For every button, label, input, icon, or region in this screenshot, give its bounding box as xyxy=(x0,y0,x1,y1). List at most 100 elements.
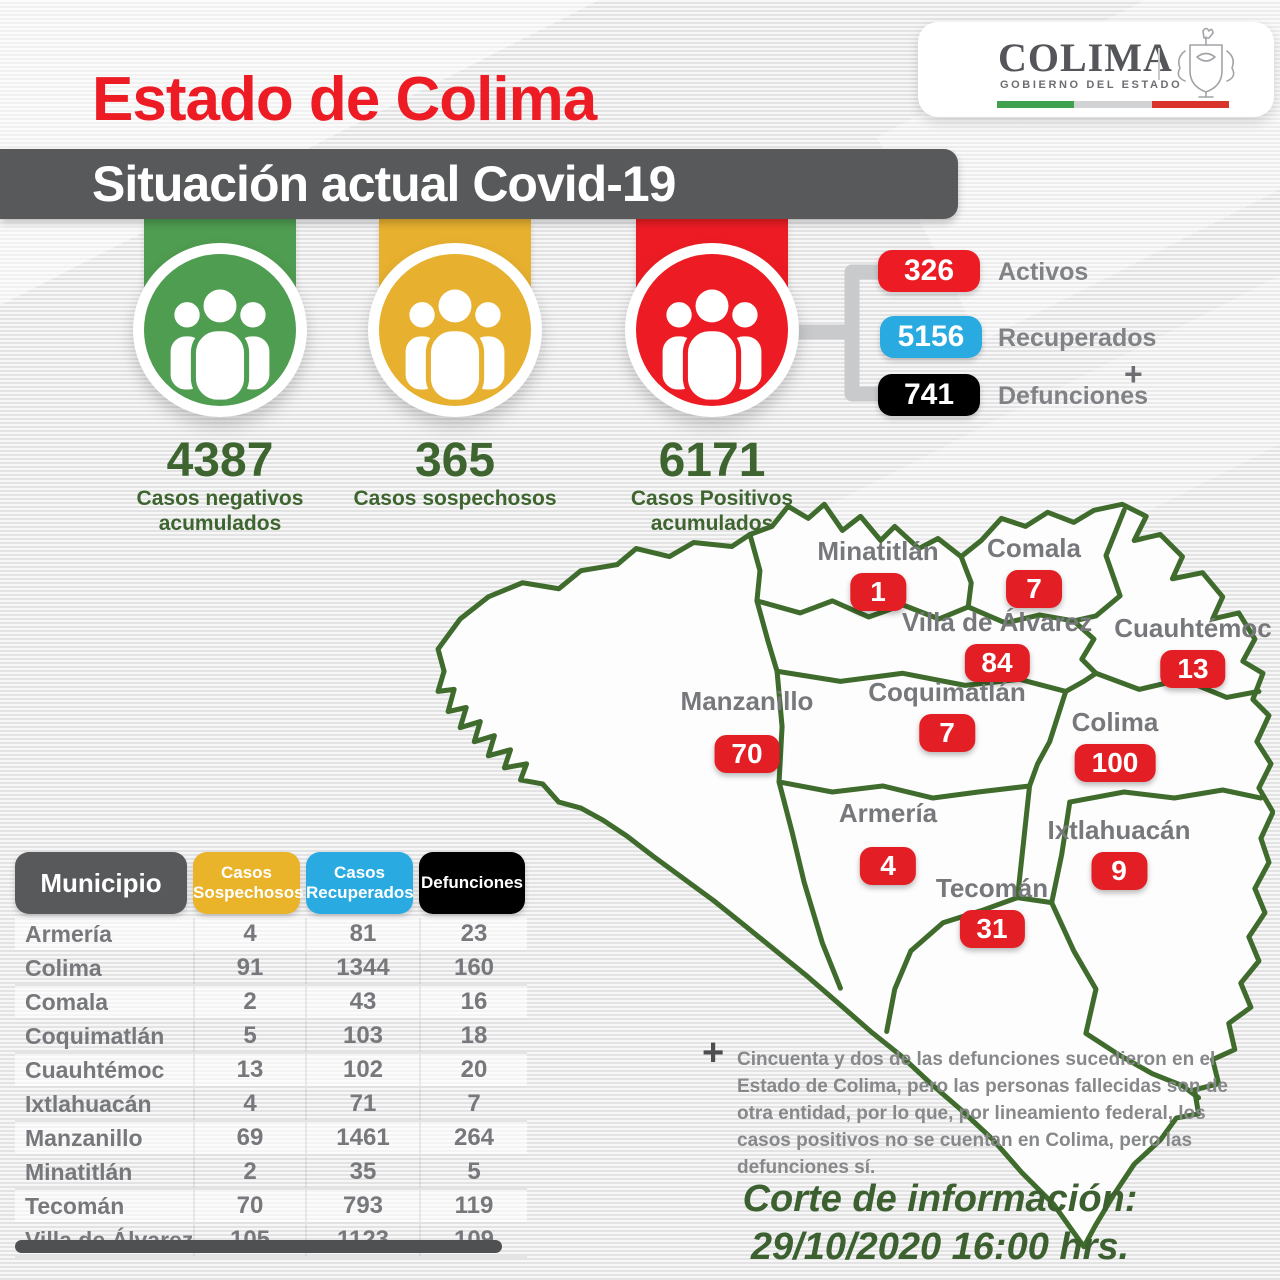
municipality-cases-badge: 7 xyxy=(918,714,975,752)
table-row: Cuauhtémoc 13 102 20 xyxy=(15,1054,527,1088)
row-defunciones: 20 xyxy=(419,1054,527,1086)
row-defunciones: 7 xyxy=(419,1088,527,1120)
row-sospechosos: 13 xyxy=(193,1054,305,1086)
municipality-name: Coquimatlán xyxy=(868,677,1026,707)
sospechosos-label: Casos sospechosos xyxy=(305,486,605,511)
bracket-connector xyxy=(784,258,900,413)
positivos-label-line2: acumulados xyxy=(650,512,774,535)
flag-tricolor-bar xyxy=(997,101,1229,108)
municipality-cases-badge: 7 xyxy=(1005,570,1062,608)
map-label-villa-de-alvarez: Villa de Álvarez 84 xyxy=(902,607,1092,682)
row-sospechosos: 4 xyxy=(193,918,305,950)
table-footer-bar xyxy=(15,1240,502,1253)
row-sospechosos: 70 xyxy=(193,1190,305,1222)
table-header-sospechosos-line2: Sospechosos xyxy=(193,883,304,902)
negativos-label-line1: Casos negativos xyxy=(136,487,304,510)
row-name: Comala xyxy=(25,988,109,1015)
table-row: Coquimatlán 5 103 18 xyxy=(15,1020,527,1054)
table-row: Manzanillo 69 1461 264 xyxy=(15,1122,527,1156)
row-recuperados: 81 xyxy=(305,918,419,950)
municipality-cases-badge: 4 xyxy=(860,847,916,885)
people-icon-negativos xyxy=(133,243,307,417)
municipality-cases-badge: 31 xyxy=(959,910,1025,948)
cutoff-title: Corte de información: xyxy=(742,1178,1138,1220)
municipality-name: Colima xyxy=(1071,707,1159,737)
map-label-coquimatlan: Coquimatlán 7 xyxy=(868,677,1026,752)
defunciones-badge: 741 xyxy=(878,374,980,416)
row-defunciones: 160 xyxy=(419,952,527,984)
municipality-cases-badge: 9 xyxy=(1091,852,1147,890)
table-header-sospechosos-line1: Casos xyxy=(220,863,273,882)
row-defunciones: 23 xyxy=(419,918,527,950)
table-header-recuperados-line1: Casos xyxy=(333,863,386,882)
row-name: Ixtlahuacán xyxy=(25,1090,152,1117)
table-row: Ixtlahuacán 4 71 7 xyxy=(15,1088,527,1122)
sospechosos-label-line1: Casos sospechosos xyxy=(353,487,557,510)
row-name: Minatitlán xyxy=(25,1158,133,1185)
municipality-name: Manzanillo xyxy=(680,686,814,716)
row-recuperados: 1461 xyxy=(305,1122,419,1154)
municipality-cases-badge: 1 xyxy=(850,573,906,611)
row-sospechosos: 5 xyxy=(193,1020,305,1052)
defunciones-label: Defunciones xyxy=(998,382,1149,410)
table-row: Comala 2 43 16 xyxy=(15,986,527,1020)
row-sospechosos: 69 xyxy=(193,1122,305,1154)
row-recuperados: 43 xyxy=(305,986,419,1018)
row-defunciones: 119 xyxy=(419,1190,527,1222)
logo-subtitle: GOBIERNO DEL ESTADO xyxy=(1000,79,1183,91)
row-defunciones: 264 xyxy=(419,1122,527,1154)
municipality-table: Armería 4 81 23 Colima 91 1344 160 Comal… xyxy=(15,918,527,1258)
negativos-label-line2: acumulados xyxy=(158,512,282,535)
coat-of-arms-icon xyxy=(1170,25,1242,106)
row-defunciones: 5 xyxy=(419,1156,527,1188)
map-label-cuauhtemoc: Cuauhtémoc 13 xyxy=(1114,613,1272,688)
row-recuperados: 71 xyxy=(305,1088,419,1120)
map-label-manzanillo: Manzanillo 70 xyxy=(680,686,814,773)
municipality-name: Cuauhtémoc xyxy=(1114,613,1272,643)
row-sospechosos: 91 xyxy=(193,952,305,984)
logo-divider xyxy=(1158,48,1160,80)
positivos-label: Casos Positivos acumulados xyxy=(562,486,862,536)
table-header-recuperados-line2: Recuperados xyxy=(306,883,414,902)
row-recuperados: 103 xyxy=(305,1020,419,1052)
row-name: Colima xyxy=(25,954,102,981)
subtitle-banner: Situación actual Covid-19 xyxy=(0,149,958,219)
row-defunciones: 18 xyxy=(419,1020,527,1052)
row-recuperados: 793 xyxy=(305,1190,419,1222)
footnote-marker: + xyxy=(702,1032,725,1074)
activos-badge: 326 xyxy=(878,250,980,292)
row-name: Tecomán xyxy=(25,1192,125,1219)
row-name: Manzanillo xyxy=(25,1124,143,1151)
row-sospechosos: 2 xyxy=(193,1156,305,1188)
map-label-ixtlahuacan: Ixtlahuacán 9 xyxy=(1047,815,1191,890)
map-label-armeria: Armería 4 xyxy=(839,798,937,885)
positivos-value: 6171 xyxy=(658,434,766,487)
row-recuperados: 102 xyxy=(305,1054,419,1086)
municipality-name: Villa de Álvarez xyxy=(901,607,1093,637)
row-recuperados: 1344 xyxy=(305,952,419,984)
row-sospechosos: 2 xyxy=(193,986,305,1018)
recuperados-badge: 5156 xyxy=(880,316,982,358)
table-header-defunciones: Defunciones xyxy=(419,852,525,914)
row-recuperados: 35 xyxy=(305,1156,419,1188)
table-row: Tecomán 70 793 119 xyxy=(15,1190,527,1224)
table-row: Minatitlán 2 35 5 xyxy=(15,1156,527,1190)
map-label-colima: Colima 100 xyxy=(1071,707,1159,782)
table-row: Armería 4 81 23 xyxy=(15,918,527,952)
table-header-recuperados: Casos Recuperados xyxy=(306,852,414,914)
positivos-label-line1: Casos Positivos xyxy=(630,487,794,510)
row-name: Armería xyxy=(25,920,112,947)
row-defunciones: 16 xyxy=(419,986,527,1018)
negativos-value: 4387 xyxy=(166,434,274,487)
people-icon-positivos xyxy=(625,243,799,417)
table-row: Colima 91 1344 160 xyxy=(15,952,527,986)
cutoff-datetime: 29/10/2020 16:00 hrs. xyxy=(750,1226,1130,1268)
page-title: Estado de Colima xyxy=(92,65,597,134)
recuperados-label: Recuperados xyxy=(998,324,1157,352)
municipality-cases-badge: 100 xyxy=(1074,744,1156,782)
row-name: Cuauhtémoc xyxy=(25,1056,165,1083)
map-label-comala: Comala 7 xyxy=(987,533,1081,608)
municipality-name: Armería xyxy=(838,798,938,828)
municipality-name: Minatitlán xyxy=(817,536,939,566)
